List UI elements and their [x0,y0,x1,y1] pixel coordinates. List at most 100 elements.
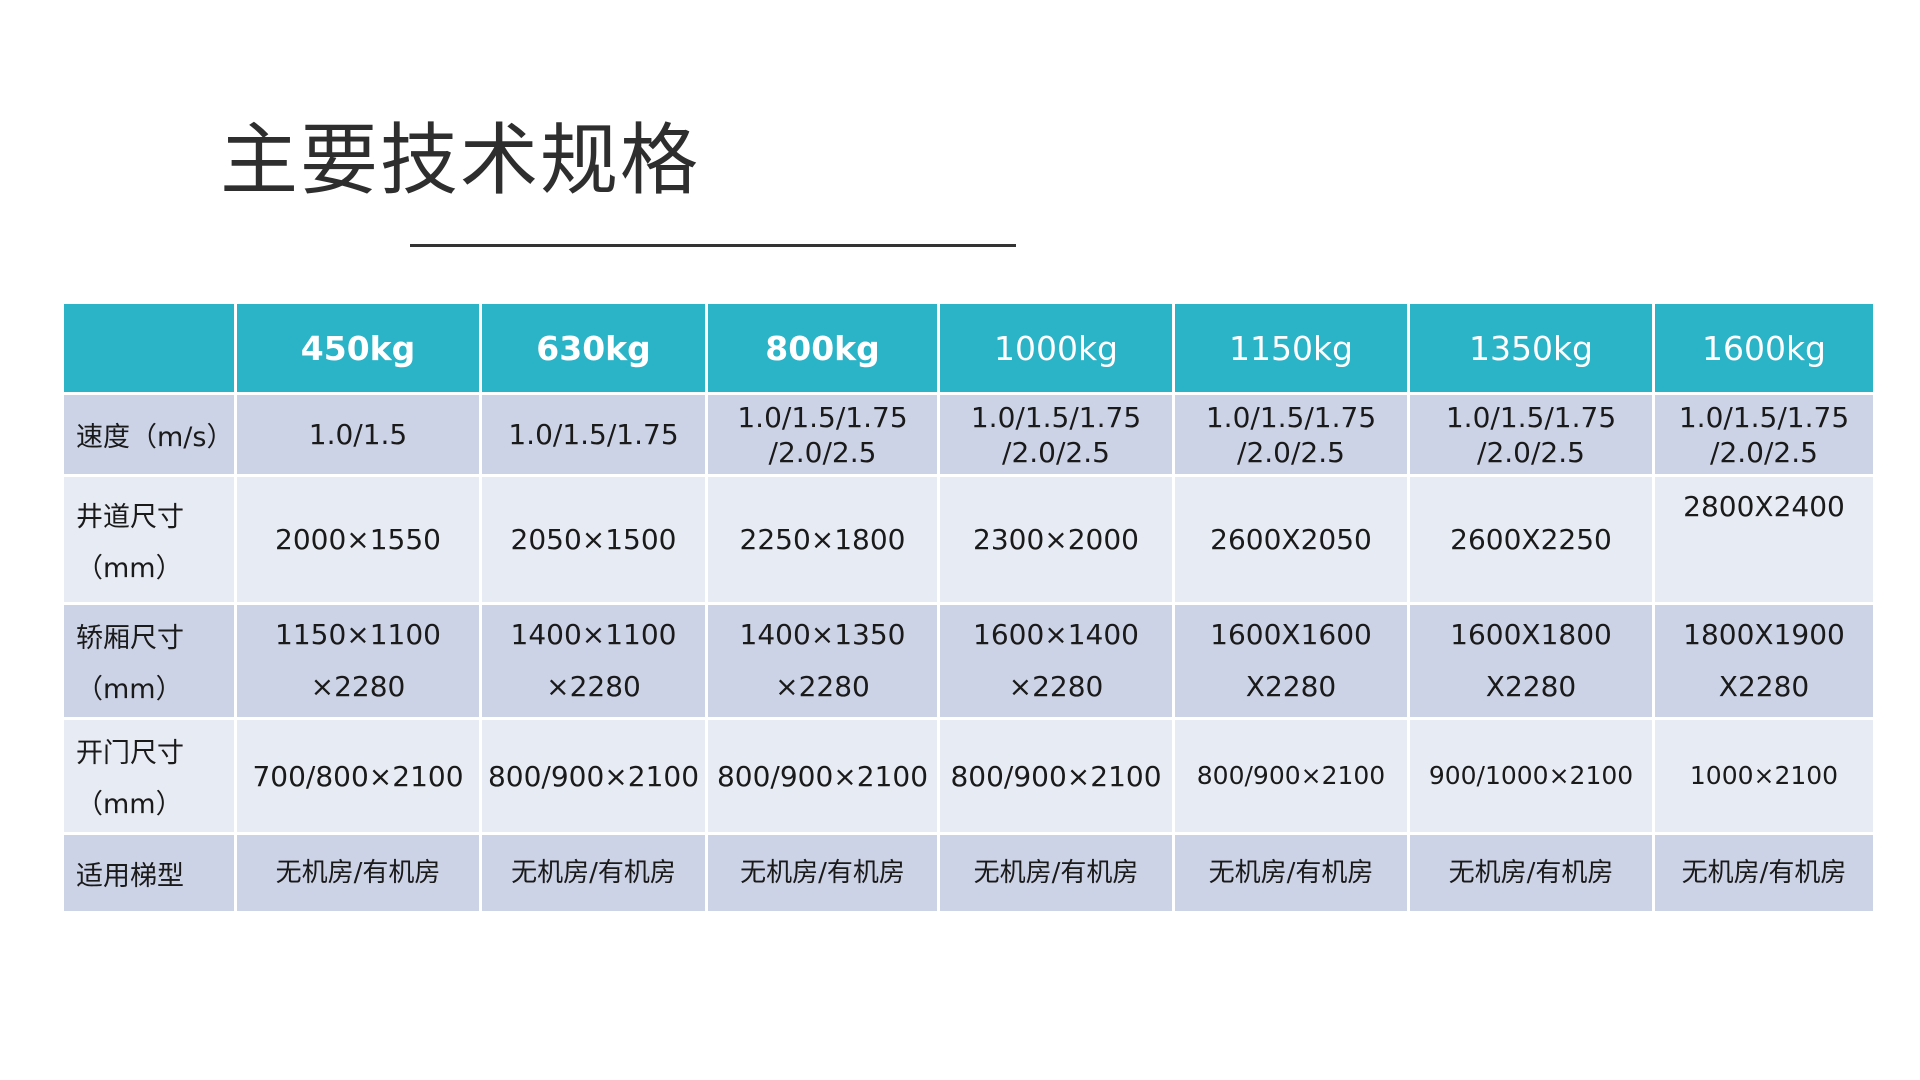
table-cell: 2600X2250 [1410,477,1652,602]
table-cell: 1150×1100 ×2280 [237,605,479,717]
cell-line: ×2280 [775,670,870,703]
cell-line: 无机房/有机房 [1681,857,1847,888]
table-cell: 1.0/1.5/1.75 /2.0/2.5 [1410,395,1652,474]
cell-line: 700/800×2100 [252,759,464,793]
row-label-text: 轿厢尺寸 [76,623,184,654]
table-cell: 1800X1900 X2280 [1655,605,1873,717]
table-cell: 1.0/1.5/1.75 /2.0/2.5 [1175,395,1407,474]
table-cell: 700/800×2100 [237,720,479,832]
cell-line: 无机房/有机房 [740,857,905,888]
cell-line: 1.0/1.5/1.75 [737,400,908,434]
cell-line: 2250×1800 [739,523,906,556]
table-cell: 无机房/有机房 [1175,835,1407,911]
table-cell: 1400×1100 ×2280 [482,605,705,717]
cell-line: 1150×1100 [275,618,441,652]
cell-line: 2800X2400 [1683,490,1845,523]
cell-line: 900/1000×2100 [1428,761,1634,791]
row-label-unit: （mm） [76,789,183,820]
title-underline [410,244,1016,247]
cell-line: 无机房/有机房 [1208,857,1374,888]
row-label: 速度（m/s） [64,395,234,474]
table-cell: 1600X1800 X2280 [1410,605,1652,717]
cell-line: ×2280 [546,670,641,703]
table-cell: 1.0/1.5/1.75 [482,395,705,474]
cell-line: 2300×2000 [973,523,1139,556]
table-cell: 2250×1800 [708,477,937,602]
cell-line: 800/900×2100 [950,759,1162,793]
cell-line: /2.0/2.5 [768,435,877,469]
table-cell: 1600X1600 X2280 [1175,605,1407,717]
row-label: 适用梯型 [64,835,234,911]
cell-line: ×2280 [310,670,406,703]
cell-line: 1000×2100 [1689,761,1839,791]
table-cell: 无机房/有机房 [1655,835,1873,911]
column-header: 800kg [708,304,937,392]
table-row-speed: 速度（m/s） 1.0/1.5 1.0/1.5/1.75 1.0/1.5/1.7… [64,395,1873,474]
table-cell: 无机房/有机房 [940,835,1172,911]
cell-line: 800/900×2100 [1196,761,1386,791]
table-cell: 800/900×2100 [940,720,1172,832]
cell-line: X2280 [1485,670,1577,703]
cell-line: /2.0/2.5 [1710,435,1818,469]
table-cell: 900/1000×2100 [1410,720,1652,832]
row-label-text: 开门尺寸 [76,738,184,769]
column-header: 1150kg [1175,304,1407,392]
table-cell: 1.0/1.5/1.75 /2.0/2.5 [940,395,1172,474]
cell-line: 无机房/有机房 [973,857,1139,888]
cell-line: ×2280 [1008,670,1104,703]
row-label-text: 适用梯型 [76,860,184,892]
table-cell: 1000×2100 [1655,720,1873,832]
cell-line: 1600X1600 [1210,618,1372,652]
cell-line: /2.0/2.5 [1477,435,1585,469]
cell-line: 1.0/1.5/1.75 [1678,400,1850,434]
table-row-type: 适用梯型 无机房/有机房 无机房/有机房 无机房/有机房 无机房/有机房 无机房… [64,835,1873,911]
row-label: 井道尺寸 （mm） [64,477,234,602]
cell-line: /2.0/2.5 [1237,435,1345,469]
cell-line: 1600×1400 [973,618,1139,652]
cell-line: 2000×1550 [275,523,441,556]
table-cell: 1400×1350 ×2280 [708,605,937,717]
table-cell: 2300×2000 [940,477,1172,602]
cell-line: 1800X1900 [1683,618,1845,652]
header-corner [64,304,234,392]
row-label-unit: （mm） [76,552,183,584]
cell-line: 800/900×2100 [716,759,929,793]
row-label-text: 井道尺寸 [76,501,184,533]
cell-line: X2280 [1718,670,1810,703]
table-cell: 1.0/1.5/1.75 /2.0/2.5 [708,395,937,474]
header-row: 450kg 630kg 800kg 1000kg 1150kg 1350kg 1… [64,304,1873,392]
column-header: 450kg [237,304,479,392]
table-cell: 800/900×2100 [482,720,705,832]
row-label-unit: （mm） [76,674,183,705]
table-cell: 2800X2400 [1655,477,1873,602]
cell-line: 无机房/有机房 [1448,857,1614,888]
table-row-door: 开门尺寸 （mm） 700/800×2100 800/900×2100 800/… [64,720,1873,832]
cell-line: 1400×1350 [739,618,906,652]
cell-line: 1600X1800 [1450,618,1612,652]
cell-line: 1.0/1.5/1.75 [1205,400,1377,434]
row-label: 开门尺寸 （mm） [64,720,234,832]
table-cell: 无机房/有机房 [708,835,937,911]
cell-line: 无机房/有机房 [275,857,441,888]
cell-line: 无机房/有机房 [511,857,676,888]
cell-line: /2.0/2.5 [1002,435,1110,469]
row-label: 轿厢尺寸 （mm） [64,605,234,717]
table-row-car: 轿厢尺寸 （mm） 1150×1100 ×2280 1400×1100 ×228… [64,605,1873,717]
table-cell: 2050×1500 [482,477,705,602]
row-label-text: 速度（m/s） [76,422,234,453]
table-cell: 1.0/1.5 [237,395,479,474]
cell-line: 800/900×2100 [487,759,700,793]
cell-line: 1.0/1.5 [308,418,408,451]
table-cell: 1.0/1.5/1.75 /2.0/2.5 [1655,395,1873,474]
cell-line: 1.0/1.5/1.75 [970,400,1142,434]
column-header: 1350kg [1410,304,1652,392]
cell-line: 1400×1100 [510,618,677,652]
cell-line: 1.0/1.5/1.75 [1445,400,1617,434]
page-title: 主要技术规格 [220,116,701,206]
table-cell: 1600×1400 ×2280 [940,605,1172,717]
table-cell: 2000×1550 [237,477,479,602]
table-cell: 无机房/有机房 [482,835,705,911]
cell-line: X2280 [1245,670,1337,703]
column-header: 1600kg [1655,304,1873,392]
